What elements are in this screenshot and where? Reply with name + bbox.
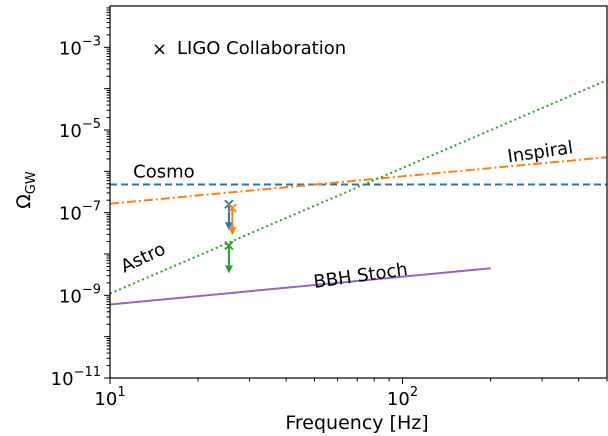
limit-arrow — [228, 227, 237, 236]
y-axis-label-sub: GW — [24, 171, 39, 194]
annotation-cosmo: Cosmo — [133, 162, 195, 183]
x-axis-label: Frequency [Hz] — [285, 412, 428, 434]
plot-frame — [109, 5, 608, 379]
annotation-inspiral: Inspiral — [506, 137, 574, 167]
y-axis-label-base: Ω — [13, 194, 35, 209]
legend: × LIGO Collaboration — [152, 38, 346, 60]
x-tick-label: 101 — [94, 385, 125, 410]
y-tick-label: 10−7 — [59, 200, 101, 225]
limit-arrow — [224, 222, 233, 231]
legend-label: LIGO Collaboration — [177, 38, 346, 59]
y-tick-label: 10−5 — [59, 117, 101, 142]
limit-marker — [224, 240, 234, 251]
y-tick-label: 10−3 — [59, 34, 101, 59]
upper-limit-2 — [224, 240, 234, 274]
y-tick-label: 10−11 — [51, 365, 101, 390]
upper-limit-1 — [227, 203, 238, 236]
limit-arrow — [224, 265, 233, 274]
axis-ticks: 101 102 10−11 10−9 10−7 10−5 10−3 — [51, 7, 608, 410]
series-line-astro — [110, 79, 607, 295]
x-tick-label: 102 — [387, 385, 418, 410]
series-line-bbh-stoch — [110, 267, 491, 306]
legend-marker: × — [152, 39, 167, 60]
series-line-inspiral — [110, 156, 607, 205]
annotation-bbh-stoch: BBH Stoch — [312, 259, 409, 293]
y-axis-label: ΩGW — [13, 171, 39, 209]
y-tick-label: 10−9 — [59, 282, 101, 307]
